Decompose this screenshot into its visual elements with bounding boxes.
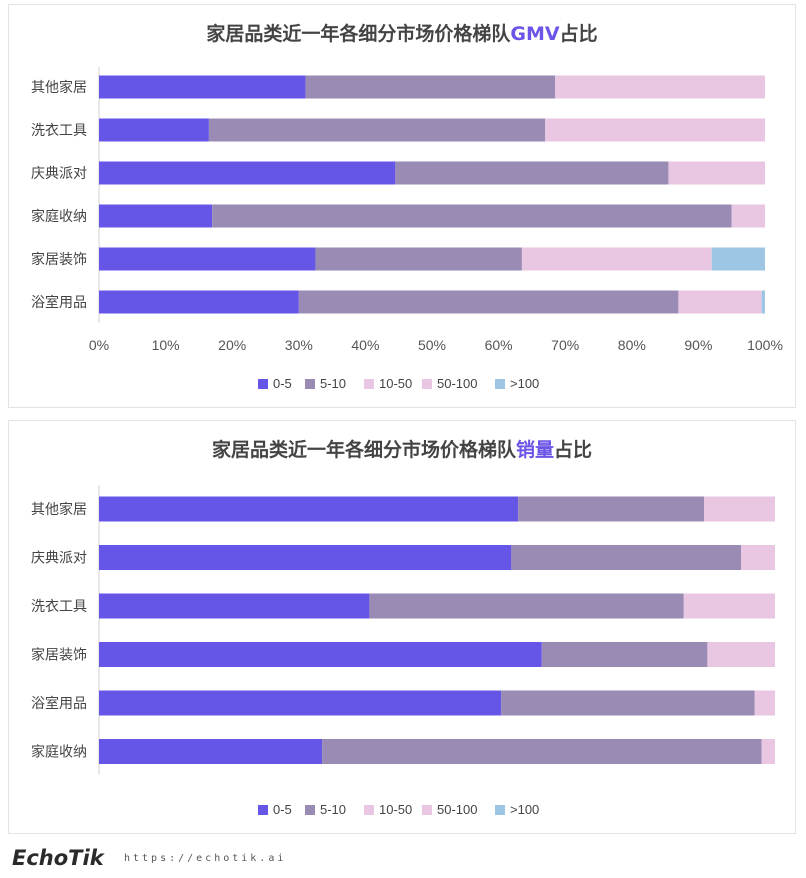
- legend-label: 50-100: [437, 802, 477, 817]
- legend-label: 0-5: [273, 376, 292, 391]
- bar-segment-0-5: [99, 118, 209, 142]
- legend-label: 50-100: [437, 376, 477, 391]
- gmv-chart-panel: 家居品类近一年各细分市场价格梯队GMV占比 其他家居洗衣工具庆典派对家庭收纳家居…: [8, 4, 796, 408]
- bar-segment-gt100: [711, 247, 765, 271]
- x-tick-label: 30%: [285, 337, 313, 353]
- category-label: 家庭收纳: [31, 744, 87, 761]
- bar-segment-0-5: [99, 496, 519, 522]
- bar-segment-0-5: [99, 593, 370, 619]
- bar-segment-50-100: [678, 290, 762, 314]
- bar-segment-5-10: [501, 690, 755, 716]
- x-tick-label: 10%: [152, 337, 180, 353]
- bar-segment-5-10: [305, 75, 556, 99]
- category-label: 家居装饰: [31, 647, 87, 664]
- category-label: 洗衣工具: [31, 123, 87, 139]
- legend-label: 0-5: [273, 802, 292, 817]
- bar-segment-50-100: [741, 545, 775, 570]
- legend-label: >100: [510, 376, 539, 391]
- footer-url[interactable]: https://echotik.ai: [124, 853, 287, 864]
- legend-swatch-50-100: [422, 379, 432, 389]
- legend-swatch-0-5: [258, 805, 268, 815]
- sales-chart-title: 家居品类近一年各细分市场价格梯队销量占比: [211, 439, 593, 461]
- legend-label: 10-50: [379, 802, 412, 817]
- category-label: 其他家居: [31, 79, 87, 96]
- category-label: 洗衣工具: [31, 599, 87, 615]
- bar-segment-5-10: [518, 496, 705, 522]
- category-label: 其他家居: [31, 501, 87, 518]
- bar-segment-0-5: [99, 161, 396, 185]
- bar-segment-5-10: [541, 642, 708, 667]
- bar-segment-5-10: [315, 247, 522, 271]
- legend-swatch-5-10: [305, 379, 315, 389]
- category-label: 庆典派对: [31, 551, 87, 567]
- bar-segment-gt100: [761, 290, 765, 314]
- bar-segment-5-10: [322, 739, 762, 764]
- legend-swatch-0-5: [258, 379, 268, 389]
- legend-swatch-gt100: [495, 805, 505, 815]
- legend-swatch-gt100: [495, 379, 505, 389]
- bar-segment-50-100: [545, 118, 765, 142]
- bar-segment-50-100: [761, 739, 775, 764]
- bar-segment-0-5: [99, 247, 316, 271]
- x-tick-label: 50%: [418, 337, 446, 353]
- legend-label: 5-10: [320, 802, 346, 817]
- echotik-logo: EchoTik: [12, 846, 104, 870]
- bar-segment-0-5: [99, 545, 512, 570]
- bar-segment-0-5: [99, 290, 299, 314]
- bar-segment-50-100: [704, 496, 775, 522]
- bar-segment-5-10: [395, 161, 669, 185]
- bar-segment-50-100: [754, 690, 775, 716]
- bar-segment-0-5: [99, 75, 306, 99]
- bar-segment-50-100: [731, 204, 765, 228]
- legend-label: 5-10: [320, 376, 346, 391]
- x-tick-label: 70%: [551, 337, 579, 353]
- category-label: 庆典派对: [31, 166, 87, 182]
- x-tick-label: 90%: [684, 337, 712, 353]
- bar-segment-50-100: [683, 593, 775, 619]
- bar-segment-50-100: [555, 75, 765, 99]
- gmv-chart-title: 家居品类近一年各细分市场价格梯队GMV占比: [206, 23, 598, 45]
- bar-segment-5-10: [212, 204, 732, 228]
- x-tick-label: 60%: [485, 337, 513, 353]
- legend-label: >100: [510, 802, 539, 817]
- bar-segment-50-100: [521, 247, 712, 271]
- sales-chart-panel: 家居品类近一年各细分市场价格梯队销量占比 其他家居庆典派对洗衣工具家居装饰浴室用…: [8, 420, 796, 834]
- bar-segment-5-10: [369, 593, 684, 619]
- legend-swatch-10-50: [364, 805, 374, 815]
- x-tick-label: 20%: [218, 337, 246, 353]
- x-tick-label: 0%: [89, 337, 109, 353]
- legend-swatch-50-100: [422, 805, 432, 815]
- footer: EchoTik https://echotik.ai: [12, 846, 412, 874]
- category-label: 浴室用品: [31, 695, 87, 712]
- x-tick-label: 100%: [747, 337, 783, 353]
- x-tick-label: 40%: [351, 337, 379, 353]
- category-label: 家居装饰: [31, 251, 87, 268]
- legend-swatch-10-50: [364, 379, 374, 389]
- category-label: 浴室用品: [31, 294, 87, 311]
- legend-label: 10-50: [379, 376, 412, 391]
- category-label: 家庭收纳: [31, 208, 87, 225]
- bar-segment-0-5: [99, 204, 213, 228]
- bar-segment-0-5: [99, 690, 502, 716]
- bar-segment-5-10: [298, 290, 679, 314]
- bar-segment-0-5: [99, 642, 542, 667]
- bar-segment-50-100: [668, 161, 765, 185]
- bar-segment-50-100: [707, 642, 775, 667]
- x-tick-label: 80%: [618, 337, 646, 353]
- bar-segment-0-5: [99, 739, 323, 764]
- bar-segment-5-10: [208, 118, 546, 142]
- bar-segment-5-10: [511, 545, 742, 570]
- legend-swatch-5-10: [305, 805, 315, 815]
